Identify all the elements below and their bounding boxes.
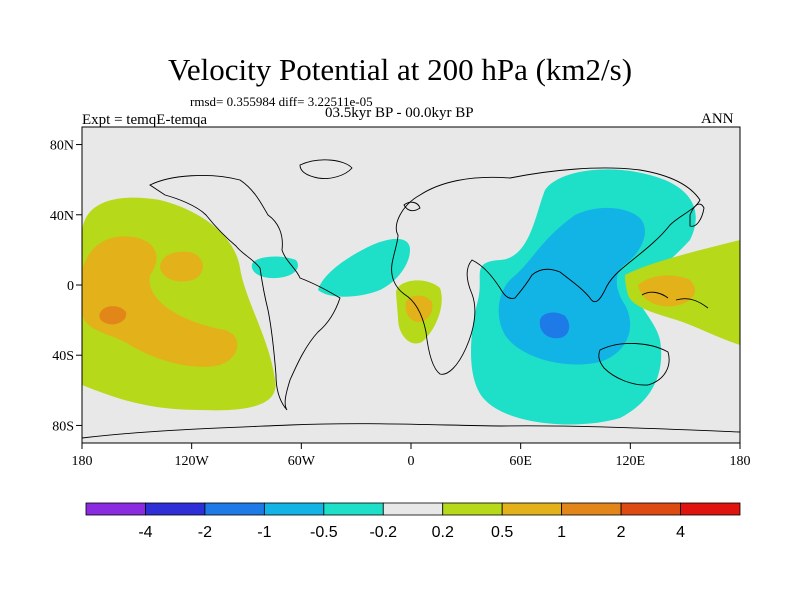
- colorbar-swatch: [501, 502, 563, 516]
- colorbar-label: 0.5: [491, 524, 513, 541]
- season-label: ANN: [701, 111, 734, 127]
- colorbar-swatch: [263, 502, 325, 516]
- y-tick-label: 80S: [52, 419, 74, 434]
- colorbar-swatch: [620, 502, 681, 516]
- coastlines: [82, 159, 740, 439]
- contour-fields: [82, 159, 740, 439]
- x-tick-label: 120E: [616, 454, 646, 469]
- contour-pacific-0.5b: [160, 251, 203, 282]
- contour-pacific-0.5: [82, 236, 238, 367]
- colorbar-swatch: [204, 502, 265, 516]
- colorbar-swatch: [680, 502, 741, 516]
- colorbar-label: -4: [138, 524, 152, 541]
- y-axis-ticks: 80N 40N 0 40S 80S: [50, 139, 82, 434]
- stats-text: rmsd= 0.355984 diff= 3.22511e-05: [190, 94, 373, 109]
- x-axis-ticks: 180 120W 60W 0 60E 120E 180: [72, 443, 751, 469]
- y-tick-label: 80N: [50, 139, 74, 154]
- colorbar-label: -1: [257, 524, 271, 541]
- x-tick-label: 60E: [509, 454, 532, 469]
- contour-africa-0.5: [405, 295, 433, 322]
- colorbar-label: 2: [617, 524, 626, 541]
- contour-pacific-1: [99, 306, 127, 325]
- colorbar-label: 4: [676, 524, 685, 541]
- contour-indian-m1: [539, 312, 570, 339]
- colorbar-swatch: [323, 502, 384, 516]
- y-tick-label: 40N: [50, 209, 74, 224]
- colorbar-swatch: [442, 502, 503, 516]
- contour-indian-m0.5: [498, 207, 645, 365]
- x-tick-label: 120W: [175, 454, 210, 469]
- colorbar-swatch: [145, 502, 206, 516]
- colorbar-label: 0.2: [432, 524, 454, 541]
- contour-atlantic-m0.2: [318, 238, 410, 297]
- x-tick-label: 180: [730, 454, 751, 469]
- colorbar: -4 -2 -1 -0.5 -0.2 0.2 0.5 1 2 4: [85, 502, 741, 541]
- colorbar-label: -0.5: [310, 524, 338, 541]
- colorbar-label: 1: [557, 524, 566, 541]
- colorbar-swatch: [85, 502, 146, 516]
- x-tick-label: 60W: [288, 454, 316, 469]
- contour-caribbean-m0.2: [251, 256, 298, 279]
- plot-title: Velocity Potential at 200 hPa (km2/s): [167, 52, 633, 87]
- x-tick-label: 0: [408, 454, 415, 469]
- colorbar-swatch: [561, 502, 622, 516]
- colorbar-label: -0.2: [369, 524, 397, 541]
- period-label: 03.5kyr BP - 00.0kyr BP: [325, 105, 474, 121]
- y-tick-label: 0: [67, 279, 74, 294]
- x-tick-label: 180: [72, 454, 93, 469]
- colorbar-swatch: [382, 502, 444, 516]
- colorbar-label: -2: [198, 524, 212, 541]
- experiment-label: Expt = temqE-temqa: [82, 112, 208, 128]
- y-tick-label: 40S: [52, 349, 74, 364]
